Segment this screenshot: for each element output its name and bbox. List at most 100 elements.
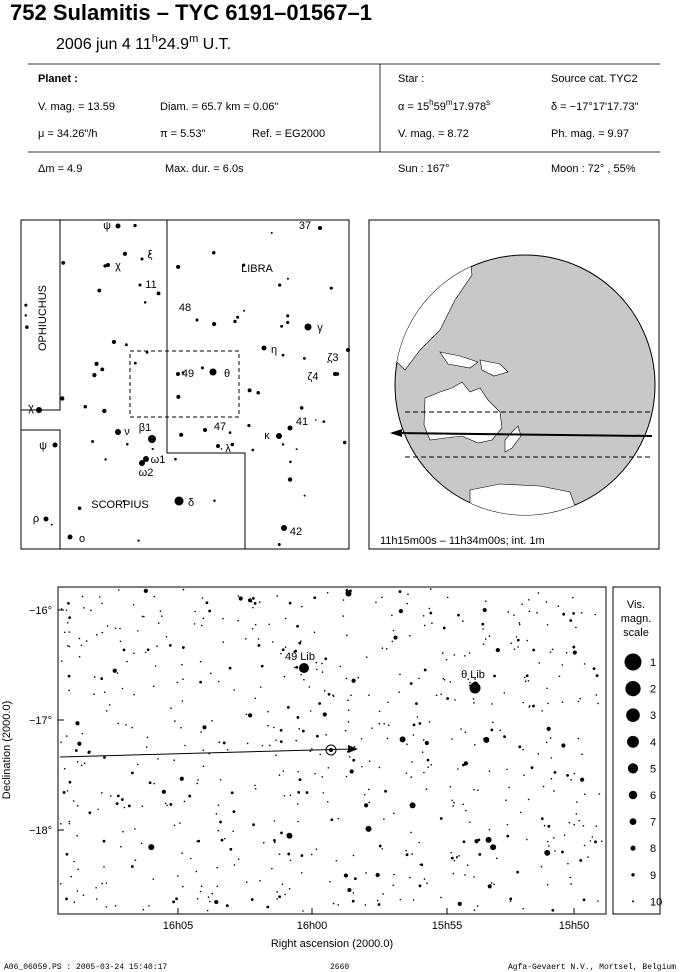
star <box>487 884 492 889</box>
star <box>335 859 338 862</box>
star <box>420 863 424 867</box>
star <box>522 748 524 751</box>
star <box>122 648 126 652</box>
star <box>469 681 471 684</box>
star <box>573 772 576 775</box>
star <box>159 610 162 612</box>
star <box>216 444 220 448</box>
star <box>233 319 237 324</box>
star <box>67 644 69 647</box>
star <box>467 678 470 680</box>
maxdur: Max. dur. = 6.0s <box>165 163 244 175</box>
star-label: 49 Lib <box>285 651 315 663</box>
star <box>446 596 449 599</box>
star <box>313 631 316 634</box>
star <box>422 739 425 741</box>
boundary <box>21 429 61 549</box>
star <box>190 857 192 860</box>
star <box>551 648 554 651</box>
star <box>422 615 425 617</box>
star <box>72 800 75 802</box>
star <box>316 734 319 738</box>
star <box>271 867 273 870</box>
star <box>267 724 269 727</box>
star <box>418 677 420 680</box>
star <box>442 677 444 680</box>
star <box>68 822 71 825</box>
star <box>91 440 95 443</box>
star <box>148 781 152 785</box>
star <box>111 339 117 345</box>
star <box>66 790 69 792</box>
star <box>61 261 66 265</box>
star <box>284 617 287 620</box>
star <box>347 887 352 893</box>
star <box>595 674 599 678</box>
star-label: 47 <box>214 421 226 433</box>
star <box>537 753 540 755</box>
star <box>506 768 508 771</box>
star <box>344 729 347 732</box>
star <box>460 728 462 730</box>
star <box>519 811 522 814</box>
star <box>176 875 179 877</box>
star <box>226 748 229 751</box>
star <box>121 687 124 690</box>
scale-dot <box>627 763 639 774</box>
star <box>579 859 583 862</box>
star-label: ο <box>79 533 85 545</box>
star <box>583 663 586 665</box>
star-label: ψ <box>39 440 47 452</box>
star <box>346 875 348 878</box>
star <box>439 817 443 820</box>
star <box>473 702 475 704</box>
star <box>428 607 431 610</box>
star <box>302 357 306 360</box>
star <box>582 825 585 827</box>
star <box>200 731 202 733</box>
scale-dot <box>626 708 640 722</box>
star <box>214 899 219 905</box>
star <box>387 701 389 704</box>
sun: Sun : 167° <box>398 163 450 175</box>
star <box>119 627 121 630</box>
star <box>579 697 581 700</box>
star <box>211 719 213 722</box>
star <box>477 789 479 791</box>
star <box>342 440 347 445</box>
scale-label: 4 <box>650 737 656 749</box>
star <box>68 645 71 648</box>
star <box>222 741 226 745</box>
star <box>222 641 225 643</box>
star <box>568 821 571 824</box>
star <box>353 877 357 881</box>
star <box>103 691 106 694</box>
star <box>532 704 535 708</box>
star <box>287 425 293 431</box>
star <box>462 620 464 622</box>
arrow <box>390 429 402 437</box>
star <box>282 770 285 772</box>
star <box>146 736 149 739</box>
star <box>570 778 572 781</box>
star <box>323 690 326 692</box>
star <box>195 318 199 322</box>
star <box>137 539 140 542</box>
star <box>81 595 84 598</box>
star <box>464 655 466 657</box>
star <box>208 900 211 903</box>
star <box>324 657 328 661</box>
star <box>322 792 325 794</box>
star <box>378 722 381 725</box>
star <box>182 588 185 591</box>
source: Source cat. TYC2 <box>551 73 638 85</box>
star <box>472 698 475 700</box>
star <box>545 601 548 603</box>
star <box>418 722 422 725</box>
star <box>392 812 395 815</box>
star <box>273 820 276 822</box>
star <box>488 770 491 773</box>
star <box>442 626 446 630</box>
star <box>271 641 274 643</box>
star <box>462 803 464 806</box>
